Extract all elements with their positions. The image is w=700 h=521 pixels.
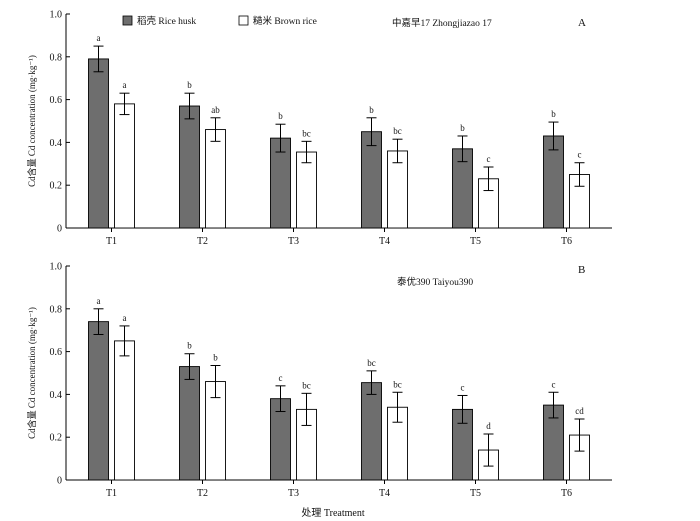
y-tick-label: 0.6	[50, 347, 63, 358]
legend-swatch	[238, 15, 249, 26]
legend-swatch	[122, 15, 133, 26]
bar	[179, 105, 200, 229]
x-tick-label: T6	[561, 488, 572, 499]
x-tick-label: T4	[379, 488, 390, 499]
bar	[114, 340, 135, 481]
significance-label: b	[187, 80, 192, 90]
legend-label: 糙米 Brown rice	[253, 15, 317, 27]
y-axis-label: Cd含量 Cd concentration (mg·kg⁻¹)	[26, 307, 37, 439]
significance-label: bc	[393, 126, 402, 136]
y-tick-label: 1.0	[50, 262, 63, 273]
significance-label: cd	[575, 406, 584, 416]
significance-label: bc	[302, 128, 311, 138]
y-tick-label: 0.6	[50, 95, 63, 106]
significance-label: a	[123, 80, 127, 90]
chart-panel-b: B 泰优390 Taiyou390 Cd含量 Cd concentration …	[26, 262, 612, 499]
x-tick-label: T2	[197, 236, 208, 247]
significance-label: c	[487, 154, 491, 164]
x-tick-label: T5	[470, 488, 481, 499]
legend-label: 稻壳 Rice husk	[137, 15, 196, 27]
significance-label: a	[97, 33, 101, 43]
variety-label: 中嘉早17 Zhongjiazao 17	[392, 17, 492, 29]
y-tick-label: 1.0	[50, 10, 63, 21]
significance-label: c	[578, 150, 582, 160]
bar	[88, 321, 109, 481]
x-tick-label: T2	[197, 488, 208, 499]
significance-label: c	[552, 379, 556, 389]
x-tick-label: T1	[106, 488, 117, 499]
bar	[296, 151, 317, 229]
bar	[361, 382, 382, 481]
significance-label: b	[278, 111, 283, 121]
y-tick-label: 0	[57, 224, 62, 235]
bar	[114, 103, 135, 229]
legend-item-rice-husk: 稻壳 Rice husk	[122, 15, 196, 27]
significance-label: a	[97, 296, 101, 306]
x-axis-label: 处理 Treatment	[301, 507, 364, 519]
significance-label: b	[369, 105, 374, 115]
bar	[88, 58, 109, 229]
x-tick-label: T6	[561, 236, 572, 247]
y-tick-label: 0.4	[50, 138, 63, 149]
significance-label: c	[279, 373, 283, 383]
y-tick-label: 0.8	[50, 52, 63, 63]
bar	[205, 129, 226, 229]
significance-label: d	[486, 421, 491, 431]
significance-label: b	[551, 109, 556, 119]
y-tick-label: 0.2	[50, 433, 63, 444]
panel-letter: A	[578, 17, 586, 29]
legend-item-brown-rice: 糙米 Brown rice	[238, 15, 317, 27]
panel-letter: B	[578, 264, 585, 276]
y-tick-label: 0	[57, 476, 62, 487]
variety-label: 泰优390 Taiyou390	[397, 276, 473, 288]
significance-label: bc	[367, 358, 376, 368]
significance-label: b	[187, 341, 192, 351]
x-tick-label: T4	[379, 236, 390, 247]
y-tick-label: 0.4	[50, 390, 63, 401]
bar	[179, 366, 200, 481]
x-tick-label: T1	[106, 236, 117, 247]
y-tick-label: 0.8	[50, 304, 63, 315]
legend: 稻壳 Rice husk 糙米 Brown rice	[122, 15, 317, 27]
x-tick-label: T5	[470, 236, 481, 247]
significance-label: b	[213, 353, 218, 363]
significance-label: bc	[302, 380, 311, 390]
significance-label: bc	[393, 379, 402, 389]
significance-label: ab	[211, 105, 220, 115]
chart-panel-a: A 中嘉早17 Zhongjiazao 17 Cd含量 Cd concentra…	[26, 10, 612, 247]
y-tick-label: 0.2	[50, 181, 63, 192]
bar	[361, 131, 382, 229]
significance-label: b	[460, 123, 465, 133]
x-tick-label: T3	[288, 236, 299, 247]
x-tick-label: T3	[288, 488, 299, 499]
significance-label: c	[461, 382, 465, 392]
y-axis-label: Cd含量 Cd concentration (mg·kg⁻¹)	[26, 55, 37, 187]
significance-label: a	[123, 313, 127, 323]
